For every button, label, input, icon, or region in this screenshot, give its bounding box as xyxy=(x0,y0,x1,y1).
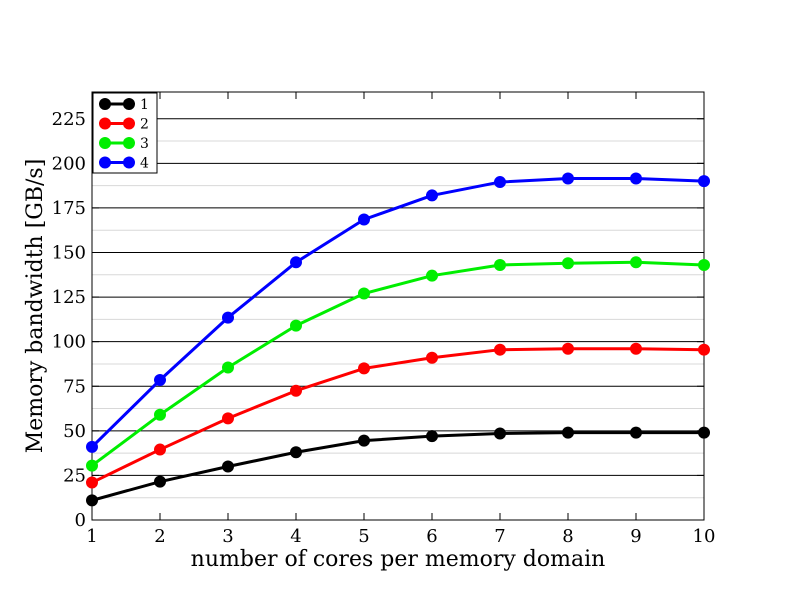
data-point xyxy=(86,494,98,507)
y-tick-label: 225 xyxy=(52,109,86,130)
legend-entry: 3 xyxy=(99,136,149,152)
data-point xyxy=(698,426,710,439)
y-tick-label: 75 xyxy=(63,376,86,397)
legend-entry: 2 xyxy=(99,117,149,133)
legend: 1 2 3 4 xyxy=(92,92,158,174)
series-1 xyxy=(86,426,710,507)
data-point xyxy=(154,408,166,421)
data-point xyxy=(494,343,506,356)
x-tick-label: 6 xyxy=(426,526,437,547)
data-point xyxy=(86,459,98,472)
data-point xyxy=(562,426,574,439)
data-point xyxy=(630,342,642,355)
data-point xyxy=(698,343,710,356)
data-point xyxy=(358,213,370,226)
data-point xyxy=(358,287,370,300)
legend-label: 2 xyxy=(140,117,149,133)
legend-marker xyxy=(123,137,135,149)
data-point xyxy=(630,172,642,185)
data-point xyxy=(154,374,166,387)
legend-label: 4 xyxy=(140,156,149,172)
data-point xyxy=(86,476,98,489)
data-point xyxy=(562,342,574,355)
y-tick-label: 0 xyxy=(75,510,86,531)
data-point xyxy=(358,362,370,375)
data-point xyxy=(290,446,302,459)
data-point xyxy=(562,257,574,270)
series-4 xyxy=(86,172,710,453)
series-line xyxy=(91,347,705,484)
data-point xyxy=(562,172,574,185)
legend-marker xyxy=(123,117,135,130)
x-tick-label: 2 xyxy=(154,526,165,547)
data-point xyxy=(290,384,302,397)
data-point xyxy=(154,475,166,488)
series-line xyxy=(90,176,705,448)
data-point xyxy=(426,189,438,202)
x-tick-label: 7 xyxy=(494,526,505,547)
legend-marker xyxy=(99,117,111,130)
x-tick-label: 9 xyxy=(630,526,641,547)
major-grid xyxy=(92,118,704,476)
data-point xyxy=(222,361,234,374)
plot-frame xyxy=(91,91,705,521)
y-tick-label: 100 xyxy=(52,332,86,353)
data-point xyxy=(290,319,302,332)
series-3 xyxy=(86,256,710,472)
y-tick-label: 200 xyxy=(52,153,86,174)
legend-marker xyxy=(99,137,111,149)
series-layer xyxy=(86,172,710,507)
data-point xyxy=(494,258,506,271)
data-point xyxy=(630,426,642,439)
data-point xyxy=(358,434,370,447)
data-point xyxy=(86,440,98,453)
data-point xyxy=(154,443,166,456)
y-tick-label: 25 xyxy=(63,465,86,486)
legend-entry: 1 xyxy=(99,97,149,113)
x-tick-label: 3 xyxy=(222,526,233,547)
data-point xyxy=(222,311,234,324)
data-point xyxy=(494,427,506,440)
y-axis-label: Memory bandwidth [GB/s] xyxy=(23,159,48,454)
data-point xyxy=(426,269,438,282)
y-tick-label: 125 xyxy=(52,287,86,308)
x-axis-label: number of cores per memory domain xyxy=(191,547,606,572)
x-axis-ticks: 1 2 3 4 5 6 7 8 9 10 xyxy=(86,92,715,547)
x-tick-label: 4 xyxy=(290,526,301,547)
data-point xyxy=(630,256,642,269)
data-point xyxy=(494,176,506,189)
legend-marker xyxy=(123,98,135,110)
data-point xyxy=(290,256,302,269)
legend-entry: 4 xyxy=(99,156,149,172)
x-tick-label: 8 xyxy=(562,526,573,547)
series-2 xyxy=(86,342,710,489)
data-point xyxy=(222,460,234,473)
series-line xyxy=(91,431,704,502)
data-point xyxy=(698,258,710,271)
legend-marker xyxy=(99,98,111,110)
y-tick-label: 175 xyxy=(52,198,86,219)
legend-marker xyxy=(123,156,135,169)
y-tick-label: 150 xyxy=(52,243,86,264)
data-point xyxy=(426,430,438,443)
series-line xyxy=(91,260,705,467)
y-tick-label: 50 xyxy=(63,421,86,442)
data-point xyxy=(222,412,234,425)
y-axis-ticks: 0 25 50 75 100 125 150 175 200 225 xyxy=(52,109,704,531)
x-tick-label: 1 xyxy=(86,526,97,547)
data-point xyxy=(426,351,438,364)
x-tick-label: 5 xyxy=(358,526,369,547)
data-point xyxy=(698,175,710,188)
legend-label: 3 xyxy=(140,136,149,152)
minor-grid xyxy=(92,140,704,499)
legend-marker xyxy=(99,156,111,169)
x-tick-label: 10 xyxy=(693,526,716,547)
legend-label: 1 xyxy=(140,97,149,113)
